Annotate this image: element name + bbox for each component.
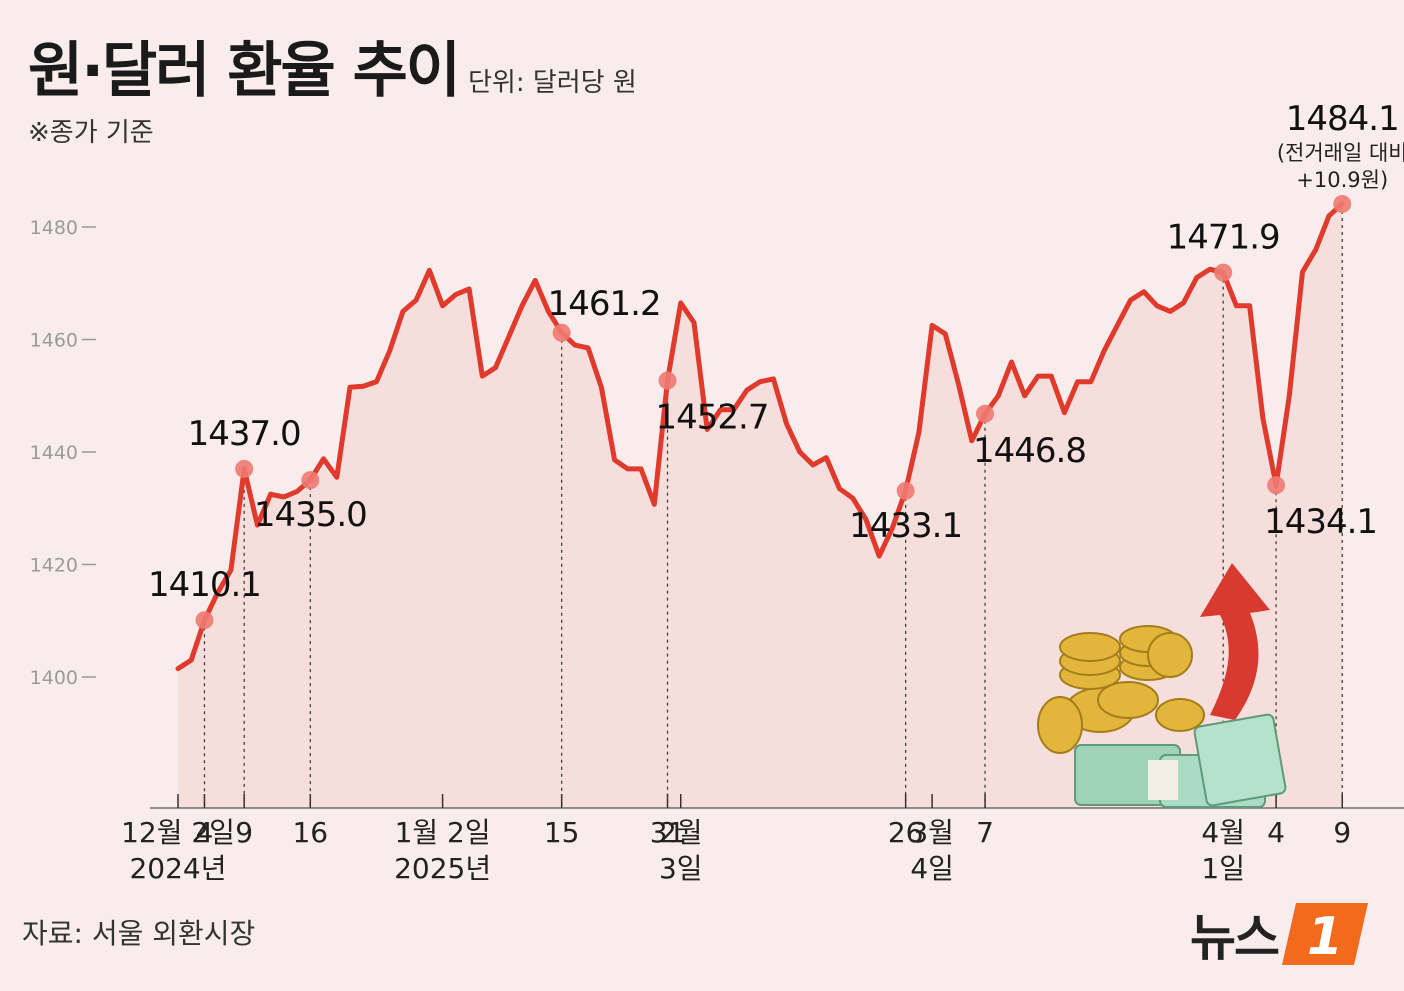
data-label: 1452.7 bbox=[656, 398, 769, 438]
x-tick-label: 4월 bbox=[1201, 816, 1245, 849]
data-label: 1461.2 bbox=[548, 284, 661, 324]
data-label: 1410.1 bbox=[148, 565, 261, 605]
x-tick-label: 2024년 bbox=[129, 852, 226, 885]
data-label: 1437.0 bbox=[188, 414, 301, 454]
guide-lines bbox=[203, 203, 1343, 808]
data-sublabel: +10.9원) bbox=[1296, 168, 1388, 192]
x-tick-label: 3일 bbox=[659, 852, 703, 885]
y-tick-label: 1460 bbox=[30, 330, 78, 352]
note-label: ※종가 기준 bbox=[28, 118, 154, 148]
x-tick-label: 1일 bbox=[1201, 852, 1245, 885]
x-tick-label: 9 bbox=[235, 816, 253, 849]
logo-mark-icon: 1 bbox=[1282, 903, 1368, 967]
logo-mark-text: 1 bbox=[1307, 907, 1343, 967]
data-marker bbox=[235, 459, 254, 478]
area-fill bbox=[178, 203, 1343, 808]
data-label: 1433.1 bbox=[849, 506, 962, 546]
data-marker bbox=[896, 481, 915, 500]
data-marker bbox=[1333, 194, 1352, 213]
x-tick-label: 15 bbox=[544, 816, 580, 849]
logo-text: 뉴스 bbox=[1190, 909, 1280, 967]
y-tick-label: 1420 bbox=[30, 555, 78, 577]
highlight-markers bbox=[195, 194, 1352, 630]
source-label: 자료: 서울 외환시장 bbox=[22, 917, 256, 950]
data-marker bbox=[1214, 263, 1233, 282]
x-tick-label: 12월 2일 bbox=[121, 816, 235, 849]
data-marker bbox=[552, 323, 571, 342]
x-tick-label: 2월 bbox=[659, 816, 703, 849]
x-tick-label: 1월 2일 bbox=[395, 816, 491, 849]
rising-arrow-icon bbox=[1200, 563, 1270, 720]
x-tick-label: 3월 bbox=[910, 816, 954, 849]
data-sublabel: (전거래일 대비 bbox=[1277, 141, 1404, 165]
data-label: 1434.1 bbox=[1264, 502, 1377, 542]
x-tick-label: 9 bbox=[1333, 816, 1351, 849]
unit-label: 단위: 달러당 원 bbox=[468, 68, 637, 98]
y-axis: 1400 1420 1440 1460 1480 bbox=[30, 217, 96, 689]
news1-logo: 뉴스 1 bbox=[1190, 898, 1372, 970]
gold-coins-icon bbox=[1037, 625, 1205, 754]
chart-title: 원·달러 환율 추이 bbox=[28, 36, 461, 106]
x-tick-label: 2025년 bbox=[394, 852, 491, 885]
data-marker bbox=[195, 611, 214, 630]
x-tick-label: 4일 bbox=[910, 852, 954, 885]
data-marker bbox=[301, 471, 320, 490]
money-illustration-icon bbox=[1037, 563, 1287, 808]
data-label: 1471.9 bbox=[1167, 218, 1280, 258]
banknote-stack-icon bbox=[1074, 713, 1287, 808]
data-marker bbox=[658, 371, 677, 390]
x-tick-label: 4 bbox=[196, 816, 214, 849]
data-label: 1435.0 bbox=[254, 495, 367, 535]
series-line bbox=[175, 201, 1345, 672]
x-tick-label: 31 bbox=[650, 816, 686, 849]
x-tick-label: 7 bbox=[976, 816, 994, 849]
x-tick-label: 4 bbox=[1267, 816, 1285, 849]
y-tick-label: 1400 bbox=[30, 667, 78, 689]
data-label: 1484.1 bbox=[1286, 99, 1399, 139]
data-marker bbox=[1267, 476, 1286, 495]
data-label: 1446.8 bbox=[973, 431, 1086, 471]
data-marker bbox=[976, 404, 995, 423]
data-labels: 1410.1 1437.0 1435.0 1461.2 1452.7 1433.1 1446… bbox=[148, 99, 1404, 605]
x-tick-label: 16 bbox=[292, 816, 328, 849]
x-tick-label: 26 bbox=[888, 816, 924, 849]
y-tick-label: 1480 bbox=[30, 217, 78, 239]
y-tick-label: 1440 bbox=[30, 442, 78, 464]
